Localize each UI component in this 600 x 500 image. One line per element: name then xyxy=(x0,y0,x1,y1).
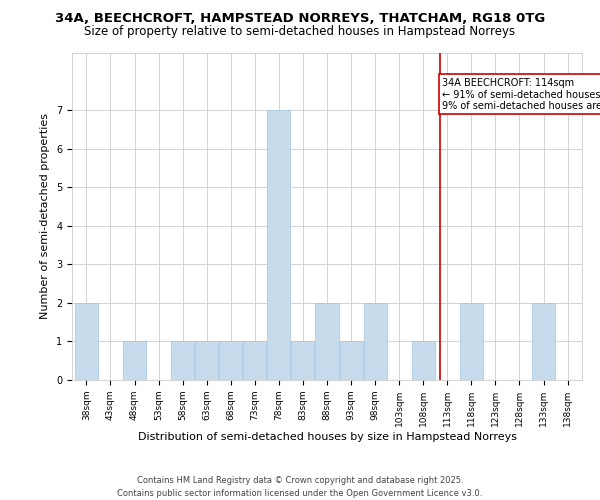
Bar xyxy=(412,342,435,380)
Text: Size of property relative to semi-detached houses in Hampstead Norreys: Size of property relative to semi-detach… xyxy=(85,25,515,38)
Bar xyxy=(219,342,242,380)
Y-axis label: Number of semi-detached properties: Number of semi-detached properties xyxy=(40,114,50,320)
Bar xyxy=(268,110,290,380)
Bar xyxy=(171,342,194,380)
Bar xyxy=(316,303,338,380)
Bar xyxy=(243,342,266,380)
Bar xyxy=(123,342,146,380)
Bar xyxy=(532,303,555,380)
Text: 34A, BEECHCROFT, HAMPSTEAD NORREYS, THATCHAM, RG18 0TG: 34A, BEECHCROFT, HAMPSTEAD NORREYS, THAT… xyxy=(55,12,545,26)
Bar xyxy=(75,303,98,380)
Bar xyxy=(364,303,386,380)
Bar xyxy=(460,303,483,380)
Bar xyxy=(292,342,314,380)
X-axis label: Distribution of semi-detached houses by size in Hampstead Norreys: Distribution of semi-detached houses by … xyxy=(137,432,517,442)
Text: 34A BEECHCROFT: 114sqm
← 91% of semi-detached houses are smaller (20)
9% of semi: 34A BEECHCROFT: 114sqm ← 91% of semi-det… xyxy=(442,78,600,110)
Bar xyxy=(340,342,362,380)
Bar xyxy=(195,342,218,380)
Text: Contains HM Land Registry data © Crown copyright and database right 2025.
Contai: Contains HM Land Registry data © Crown c… xyxy=(118,476,482,498)
